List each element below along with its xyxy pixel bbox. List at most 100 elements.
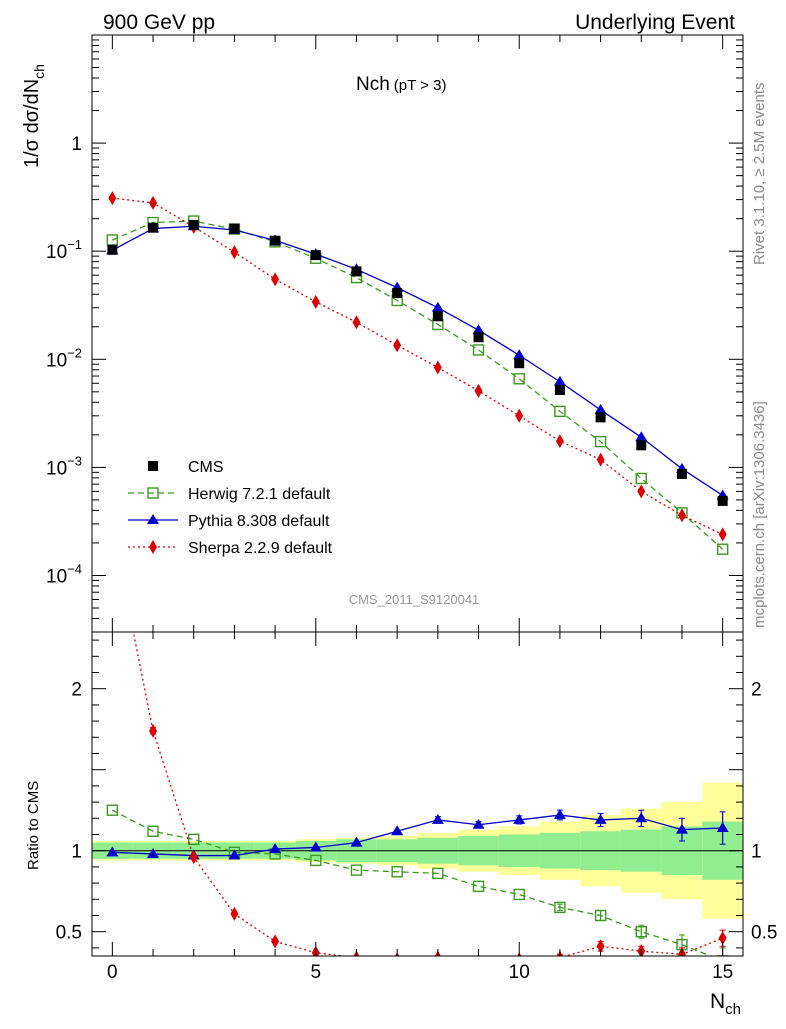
x-tick-label: 15 bbox=[712, 962, 733, 983]
ratio-y-tick-label-right: 1 bbox=[751, 842, 762, 863]
main-data-point bbox=[148, 222, 159, 233]
ratio-data-point bbox=[108, 520, 116, 534]
ratio-data-point bbox=[271, 934, 280, 949]
ratio-data-point bbox=[431, 813, 444, 824]
main-series-line bbox=[112, 225, 724, 496]
main-data-point bbox=[637, 484, 646, 499]
main-series-line bbox=[112, 197, 723, 535]
main-data-point bbox=[513, 349, 526, 360]
ratio-data-point bbox=[228, 849, 241, 860]
ratio-y-tick-label: 1 bbox=[71, 842, 82, 863]
ratio-data-point bbox=[350, 836, 363, 847]
main-data-point bbox=[554, 384, 565, 395]
header-left-label: 900 GeV pp bbox=[103, 11, 215, 34]
ratio-frame bbox=[91, 631, 744, 957]
ratio-data-point bbox=[147, 825, 159, 837]
legend-entry-label: Pythia 8.308 default bbox=[188, 513, 330, 530]
legend-marker bbox=[147, 487, 159, 499]
main-data-point bbox=[271, 272, 280, 287]
main-title: Nch (pT > 3) bbox=[356, 74, 446, 95]
main-y-axis-label: 1/σ dσ/dNch bbox=[21, 64, 47, 168]
ratio-data-point bbox=[594, 813, 607, 824]
ratio-data-point bbox=[269, 843, 282, 854]
ratio-data-point bbox=[106, 846, 119, 857]
main-data-point bbox=[188, 219, 199, 230]
main-data-point bbox=[351, 266, 362, 277]
x-axis-label: Nch bbox=[710, 990, 741, 1018]
ratio-data-point bbox=[718, 931, 727, 946]
ratio-data-point bbox=[472, 818, 485, 829]
main-y-tick-label: 10−1 bbox=[46, 237, 82, 263]
ratio-y-axis-label: Ratio to CMS bbox=[25, 781, 42, 870]
legend-entry-label: CMS bbox=[188, 459, 224, 476]
legend-marker bbox=[147, 514, 159, 524]
rivet-version-label: Rivet 3.1.10, ≥ 2.5M events bbox=[751, 83, 768, 266]
main-data-point bbox=[554, 405, 566, 418]
main-y-tick-label: 10−3 bbox=[46, 453, 82, 479]
main-data-point bbox=[352, 315, 361, 330]
ratio-series-line bbox=[112, 809, 713, 956]
main-data-point bbox=[555, 434, 564, 449]
main-data-point bbox=[149, 195, 158, 210]
main-data-point bbox=[432, 311, 443, 322]
ratio-data-point bbox=[188, 833, 200, 846]
main-data-point bbox=[676, 468, 687, 479]
ratio-data-point bbox=[189, 850, 198, 865]
main-y-tick-label: 1 bbox=[71, 134, 82, 155]
mcplots-citation-label: mcplots.cern.ch [arXiv:1306.3436] bbox=[751, 401, 768, 628]
ratio-y-tick-label: 2 bbox=[71, 680, 82, 701]
ratio-series-line bbox=[132, 632, 723, 956]
main-data-point bbox=[310, 250, 321, 261]
legend: CMS Herwig 7.2.1 default Pythia 8.308 defa… bbox=[128, 459, 333, 557]
main-data-point bbox=[594, 403, 607, 414]
main-data-point bbox=[107, 244, 118, 255]
main-data-point bbox=[433, 360, 442, 375]
main-data-point bbox=[108, 191, 117, 206]
ratio-data-point bbox=[106, 804, 119, 816]
ratio-series-line bbox=[112, 814, 723, 857]
main-data-point bbox=[553, 375, 566, 386]
main-data-point bbox=[677, 508, 686, 523]
main-data-point bbox=[716, 543, 729, 555]
main-data-point bbox=[393, 338, 402, 353]
ratio-y-tick-label: 0.5 bbox=[56, 923, 82, 944]
main-data-point bbox=[635, 431, 648, 442]
ratio-data-point bbox=[350, 864, 363, 876]
main-data-point bbox=[473, 332, 484, 343]
main-data-point bbox=[311, 294, 320, 309]
main-data-point bbox=[595, 412, 606, 423]
main-data-point bbox=[596, 452, 605, 467]
ratio-y-tick-label-right: 2 bbox=[751, 680, 762, 701]
ratio-data-point bbox=[594, 909, 607, 922]
ratio-data-point bbox=[230, 906, 239, 921]
ratio-data-point bbox=[513, 813, 526, 824]
ratio-data-point bbox=[149, 723, 158, 738]
legend-marker bbox=[149, 540, 157, 554]
main-data-point bbox=[431, 301, 444, 312]
ratio-data-point bbox=[310, 854, 322, 867]
ratio-data-point bbox=[432, 867, 444, 880]
main-data-point bbox=[472, 324, 485, 335]
main-data-point bbox=[514, 358, 525, 369]
ratio-data-point bbox=[675, 823, 688, 834]
main-series-line bbox=[112, 220, 724, 550]
main-y-tick-label: 10−2 bbox=[46, 345, 82, 371]
x-tick-label: 10 bbox=[509, 962, 530, 983]
main-data-point bbox=[717, 495, 728, 506]
legend-marker bbox=[148, 461, 158, 471]
ratio-data-point bbox=[391, 825, 404, 836]
ratio-panel: 0 5 10 15 0.5 0.5 1 1 2 2 Ratio to CMS Nch bbox=[25, 520, 777, 1018]
main-data-point bbox=[718, 527, 727, 542]
main-data-point bbox=[635, 472, 647, 485]
ratio-data-point bbox=[716, 822, 729, 833]
ratio-data-point bbox=[309, 841, 322, 852]
ratio-data-point bbox=[391, 866, 403, 878]
main-data-point bbox=[474, 383, 483, 398]
ratio-data-point bbox=[553, 809, 566, 820]
main-data-point bbox=[229, 223, 240, 234]
main-data-point bbox=[515, 408, 524, 423]
main-data-point bbox=[270, 235, 281, 246]
watermark-label: CMS_2011_S9120041 bbox=[349, 592, 480, 607]
x-tick-label: 0 bbox=[107, 962, 118, 983]
